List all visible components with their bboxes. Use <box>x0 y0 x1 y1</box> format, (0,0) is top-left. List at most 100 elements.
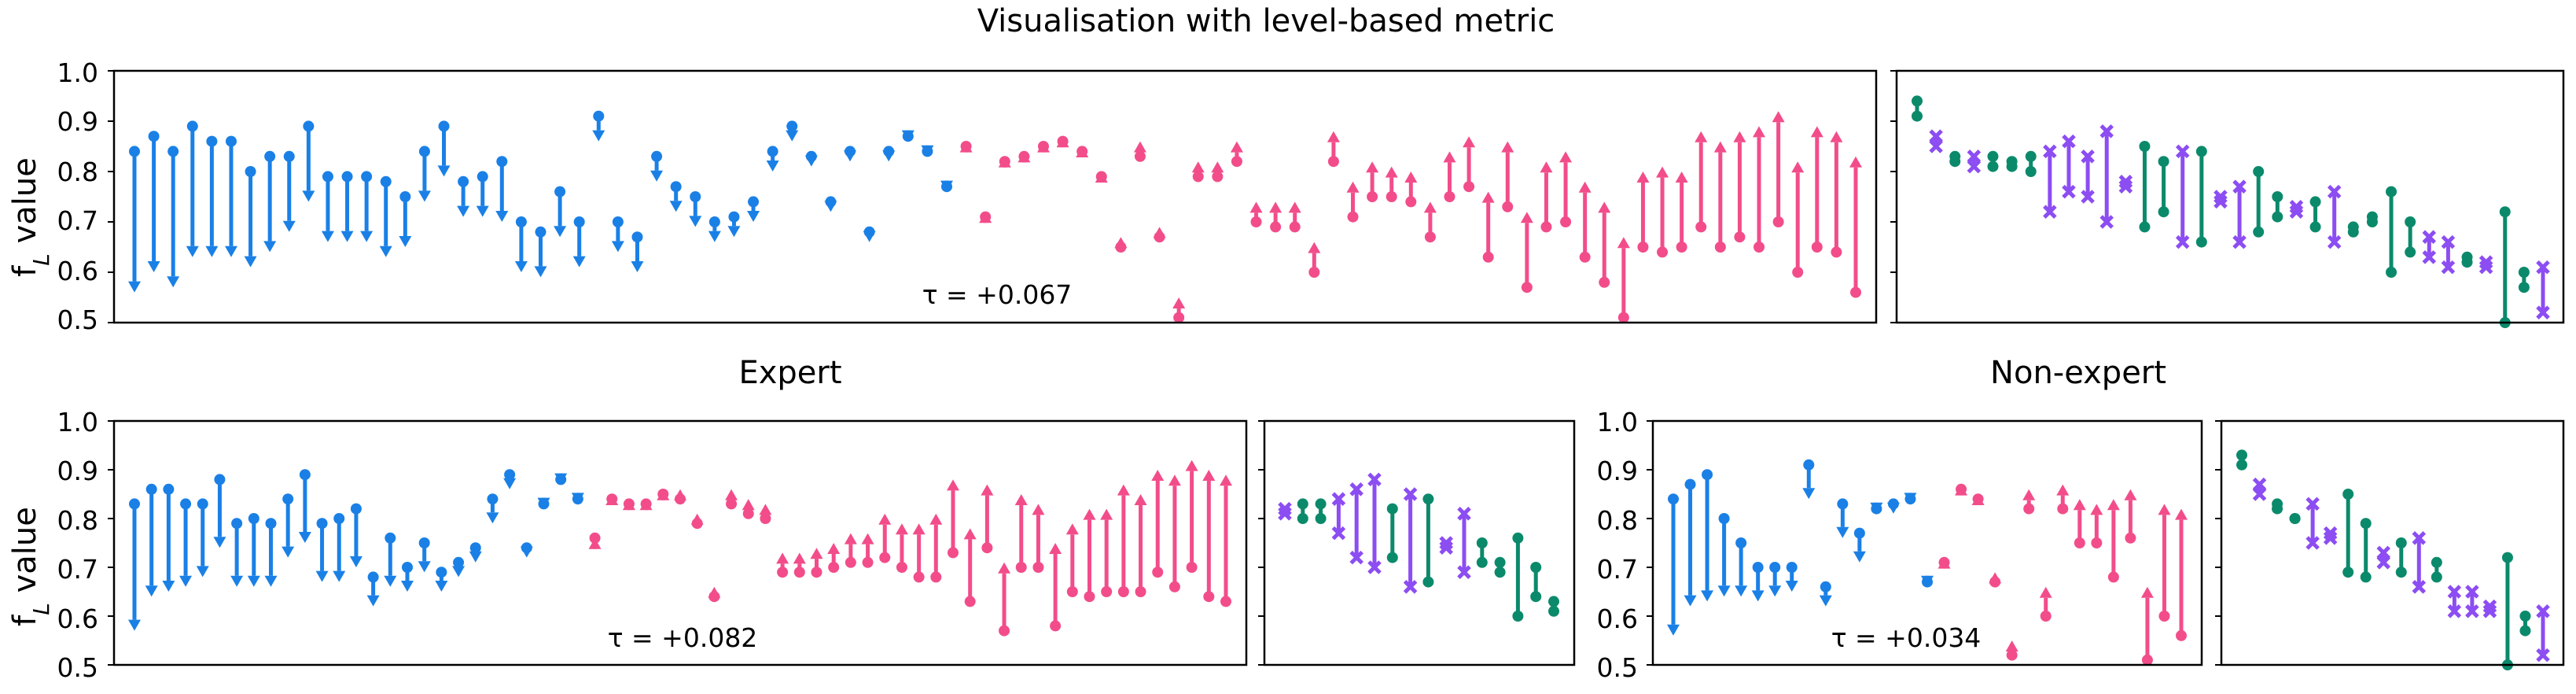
arrow-head <box>534 266 547 278</box>
arrow-head <box>1904 493 1917 504</box>
arrow-head <box>1327 131 1340 142</box>
dot-marker <box>2360 518 2372 530</box>
arrow-head <box>639 499 653 511</box>
arrow-head <box>145 585 158 597</box>
y-tick-label: 0.6 <box>1597 604 1638 634</box>
x-marker <box>2043 205 2057 219</box>
x-marker <box>2422 230 2437 244</box>
y-tick-label: 0.5 <box>1597 652 1638 683</box>
arrow-head <box>2124 489 2137 500</box>
y-tick-label: 1.0 <box>57 407 98 437</box>
arrow-head <box>1989 572 2002 584</box>
arrow-head <box>1921 575 1934 587</box>
panel-4 <box>1647 419 2203 666</box>
arrow-head <box>747 211 760 222</box>
tau-annotation-top: τ = +0.067 <box>922 279 1073 310</box>
arrow-head <box>147 261 160 272</box>
x-marker <box>2412 580 2427 594</box>
arrow-head <box>1753 126 1766 138</box>
dot-marker <box>1512 611 1524 622</box>
y-ticks-expert: 1.0 0.9 0.8 0.7 0.6 0.5 <box>57 407 98 683</box>
arrow-head <box>1463 136 1476 148</box>
dot-marker <box>1548 596 1559 607</box>
arrow-head <box>901 130 914 142</box>
arrow-head <box>128 619 141 631</box>
arrow-head <box>674 489 686 500</box>
dot-marker <box>1530 591 1542 603</box>
arrow-head <box>1636 172 1650 183</box>
dot-marker <box>2272 503 2283 515</box>
x-marker <box>2422 250 2437 264</box>
y-tick-label: 0.7 <box>57 554 98 585</box>
arrow-head <box>186 245 199 257</box>
nonexpert-title: Non-expert <box>1990 355 2166 391</box>
dot-marker <box>2519 625 2531 637</box>
arrow-head <box>379 245 392 257</box>
y-ticks-top: 1.0 0.9 0.8 0.7 0.6 0.5 <box>57 57 98 335</box>
y-tick-label: 0.8 <box>57 157 98 187</box>
dot-marker <box>2518 267 2530 278</box>
arrow-head <box>1501 141 1514 153</box>
arrow-head <box>1717 585 1731 597</box>
arrow-head <box>1886 502 1900 514</box>
dot-marker <box>2139 141 2151 152</box>
arrow-head <box>340 231 354 242</box>
x-marker <box>2289 205 2304 219</box>
arrow-head <box>1308 242 1321 253</box>
arrow-head <box>1520 212 1533 223</box>
dot-marker <box>1476 537 1488 548</box>
x-marker <box>2118 179 2133 194</box>
dot-marker <box>2272 211 2283 223</box>
arrow-head <box>1288 201 1301 213</box>
arrow-head <box>2022 489 2036 500</box>
x-marker <box>2536 305 2550 319</box>
arrow-head <box>1598 201 1611 213</box>
dot-marker <box>1422 493 1434 505</box>
arrow-head <box>878 513 892 525</box>
arrow-head <box>179 575 193 587</box>
dot-marker <box>1548 605 1559 617</box>
dot-marker <box>1949 156 1961 168</box>
x-marker <box>2081 150 2095 164</box>
arrow-head <box>2175 508 2188 520</box>
dot-marker <box>2518 282 2530 293</box>
arrow-head <box>537 497 550 509</box>
arrow-head <box>844 533 857 544</box>
x-marker <box>1403 580 1418 594</box>
arrow-head <box>863 231 876 242</box>
dot-marker <box>1315 498 1327 510</box>
arrow-head <box>657 489 670 500</box>
x-marker <box>1439 541 1453 555</box>
arrow-head <box>1117 484 1130 496</box>
arrow-head <box>1751 590 1765 602</box>
arrow-head <box>1404 172 1418 183</box>
dot-marker <box>2158 206 2169 218</box>
dot-marker <box>2360 571 2372 583</box>
arrow-head <box>282 546 295 558</box>
dot-marker <box>2405 216 2416 227</box>
dot-marker <box>1422 576 1434 588</box>
arrow-head <box>1695 131 1708 142</box>
dot-marker <box>2236 449 2247 461</box>
arrow-head <box>1095 172 1108 183</box>
arrow-head <box>495 211 509 222</box>
dot-marker <box>2342 489 2354 500</box>
y-tick-label: 0.8 <box>57 505 98 536</box>
arrow-head <box>1578 181 1592 193</box>
dot-marker <box>2519 611 2531 622</box>
dot-marker <box>2342 567 2354 578</box>
x-marker <box>2478 260 2493 275</box>
arrow-head <box>1032 504 1045 515</box>
dot-marker <box>1512 532 1524 544</box>
arrow-head <box>230 575 244 587</box>
arrow-head <box>1249 201 1263 213</box>
dot-marker <box>2025 150 2037 162</box>
dot-marker <box>2395 567 2407 578</box>
arrow-head <box>1220 474 1232 486</box>
arrow-head <box>315 570 329 582</box>
x-marker <box>2062 184 2076 199</box>
arrow-head <box>895 523 908 535</box>
arrow-head <box>1733 131 1746 142</box>
arrow-head <box>1853 551 1866 563</box>
dot-marker <box>2006 161 2018 172</box>
